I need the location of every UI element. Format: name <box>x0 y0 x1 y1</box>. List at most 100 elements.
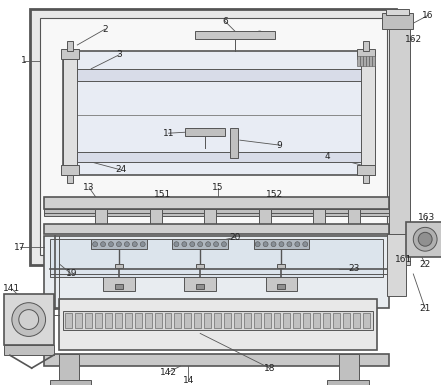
Circle shape <box>19 310 39 329</box>
Bar <box>204 209 216 230</box>
Bar <box>85 313 92 329</box>
Bar <box>357 49 375 59</box>
Bar <box>50 380 91 386</box>
Bar <box>59 299 377 350</box>
Text: 11: 11 <box>163 129 174 138</box>
Bar <box>175 313 181 329</box>
Circle shape <box>101 242 105 247</box>
Bar <box>62 49 79 59</box>
Text: 16: 16 <box>423 11 434 20</box>
Bar <box>313 209 325 230</box>
Bar <box>39 18 387 255</box>
Circle shape <box>132 242 137 247</box>
Bar <box>303 313 310 329</box>
Bar <box>293 313 300 329</box>
Circle shape <box>303 242 308 247</box>
Bar <box>63 51 77 175</box>
Bar <box>273 313 280 329</box>
Bar <box>184 313 191 329</box>
Circle shape <box>214 242 218 247</box>
Circle shape <box>124 242 129 247</box>
Text: 1: 1 <box>21 57 27 65</box>
Bar <box>254 313 260 329</box>
Bar <box>77 69 365 80</box>
Bar <box>75 313 82 329</box>
Bar <box>184 277 216 291</box>
Bar <box>381 13 413 29</box>
Bar <box>264 313 271 329</box>
Text: 9: 9 <box>276 140 282 150</box>
Circle shape <box>206 242 210 247</box>
Text: 14: 14 <box>183 375 194 385</box>
Circle shape <box>255 242 260 247</box>
Bar <box>387 234 406 296</box>
Bar <box>164 313 171 329</box>
Text: 15: 15 <box>212 183 224 192</box>
Bar <box>67 175 74 183</box>
Bar <box>150 209 162 230</box>
Bar <box>196 284 204 289</box>
Bar <box>30 9 396 265</box>
Bar <box>363 56 366 66</box>
Bar <box>339 354 359 382</box>
Circle shape <box>93 242 97 247</box>
Bar <box>95 313 102 329</box>
Bar <box>360 56 363 66</box>
Bar <box>105 313 112 329</box>
Text: 141: 141 <box>3 284 20 293</box>
Bar <box>204 313 211 329</box>
Text: 13: 13 <box>83 183 95 192</box>
Bar <box>195 31 275 39</box>
Bar <box>95 209 107 230</box>
Bar <box>313 313 320 329</box>
Bar <box>4 294 54 345</box>
Bar <box>196 264 204 268</box>
Circle shape <box>222 242 226 247</box>
Bar <box>327 380 369 386</box>
Bar <box>77 152 365 162</box>
Circle shape <box>413 228 437 251</box>
Text: 4: 4 <box>324 151 330 161</box>
Bar <box>145 313 152 329</box>
Circle shape <box>140 242 145 247</box>
Bar <box>67 41 74 51</box>
Bar <box>323 313 330 329</box>
Bar <box>50 239 383 277</box>
Circle shape <box>295 242 300 247</box>
Text: 142: 142 <box>160 368 177 377</box>
Circle shape <box>418 232 432 246</box>
Bar <box>284 313 290 329</box>
Circle shape <box>174 242 179 247</box>
Text: 162: 162 <box>405 34 422 44</box>
Bar <box>63 311 373 330</box>
Text: 18: 18 <box>264 364 275 373</box>
Bar <box>230 128 238 158</box>
Bar <box>185 128 225 136</box>
Text: 151: 151 <box>154 190 171 199</box>
Bar <box>43 354 389 366</box>
Circle shape <box>287 242 292 247</box>
Circle shape <box>117 242 121 247</box>
Bar <box>389 19 410 265</box>
Circle shape <box>263 242 268 247</box>
Circle shape <box>190 242 195 247</box>
Bar <box>194 313 201 329</box>
Bar <box>172 239 228 249</box>
Circle shape <box>12 303 46 336</box>
Bar <box>369 56 372 66</box>
Bar <box>115 313 122 329</box>
Bar <box>363 313 369 329</box>
Bar <box>259 209 271 230</box>
Text: 3: 3 <box>116 50 122 60</box>
Bar <box>115 284 123 289</box>
Circle shape <box>271 242 276 247</box>
Bar <box>214 313 221 329</box>
Bar <box>43 209 389 216</box>
Bar <box>63 51 371 175</box>
Bar <box>43 224 389 234</box>
Bar <box>125 313 132 329</box>
Text: 152: 152 <box>266 190 283 199</box>
Bar <box>353 313 360 329</box>
Bar <box>343 313 350 329</box>
Bar <box>62 165 79 175</box>
